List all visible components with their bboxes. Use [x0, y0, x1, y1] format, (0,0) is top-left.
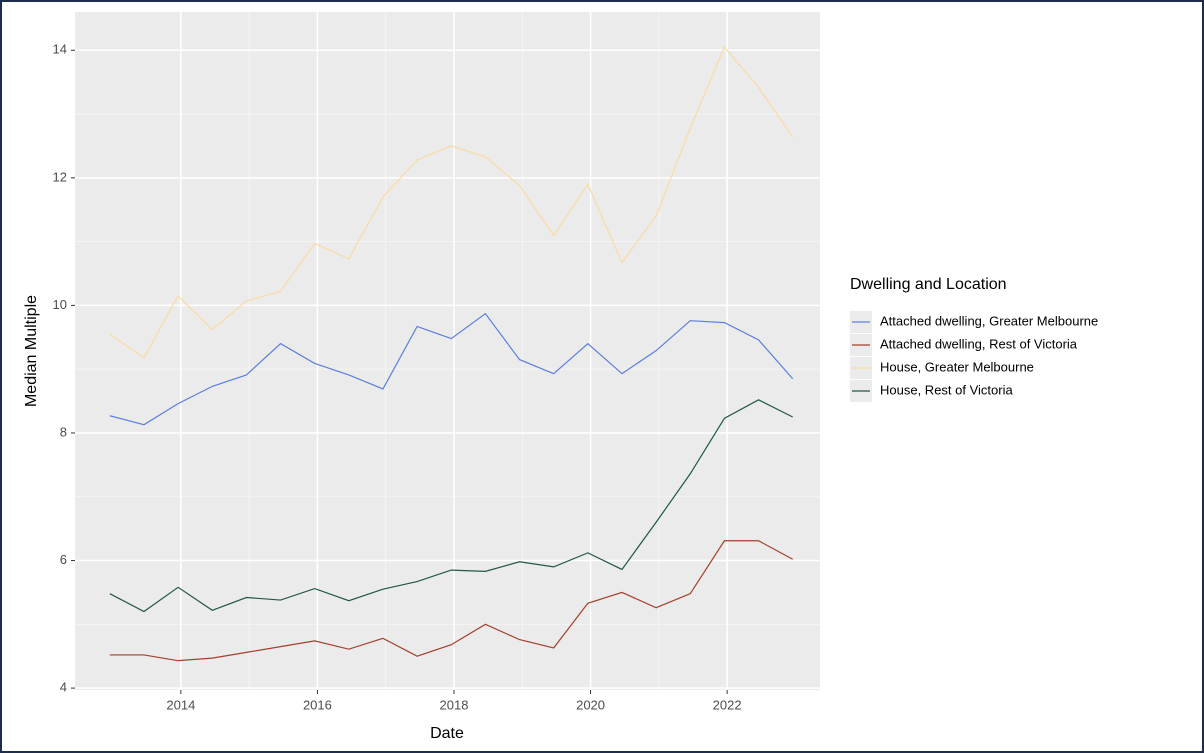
- legend-label: House, Greater Melbourne: [880, 359, 1034, 374]
- plot-panel: [75, 12, 820, 690]
- y-tick-label: 4: [60, 680, 67, 695]
- x-tick-label: 2014: [166, 697, 195, 712]
- legend-label: Attached dwelling, Rest of Victoria: [880, 336, 1078, 351]
- x-tick-label: 2018: [440, 697, 469, 712]
- series-line: [109, 540, 793, 662]
- y-axis-title: Median Multiple: [23, 295, 40, 407]
- y-tick-label: 10: [53, 297, 67, 312]
- legend-label: Attached dwelling, Greater Melbourne: [880, 313, 1098, 328]
- series-line: [109, 45, 794, 359]
- x-tick-label: 2020: [576, 697, 605, 712]
- y-tick-label: 14: [53, 42, 67, 57]
- x-tick-label: 2022: [713, 697, 742, 712]
- y-tick-label: 6: [60, 552, 67, 567]
- legend-label: House, Rest of Victoria: [880, 382, 1013, 397]
- x-axis-title: Date: [430, 725, 464, 742]
- series-line: [109, 399, 793, 613]
- x-tick-label: 2016: [303, 697, 332, 712]
- y-tick-label: 12: [53, 169, 67, 184]
- legend-title: Dwelling and Location: [850, 276, 1007, 293]
- y-tick-label: 8: [60, 424, 67, 439]
- series-line: [109, 312, 794, 426]
